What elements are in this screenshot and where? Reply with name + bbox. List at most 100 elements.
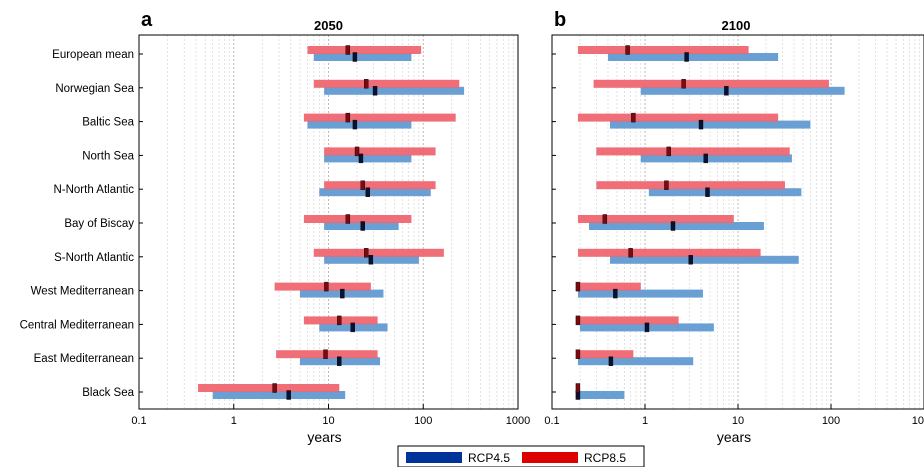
category-row: [198, 383, 346, 400]
category-row: [319, 180, 436, 197]
x-axis-title: years: [307, 429, 341, 445]
bar-rcp45: [324, 86, 465, 95]
legend: RCP4.5 RCP8.5: [397, 445, 645, 467]
category-label: North Sea: [82, 150, 134, 162]
bar-rcp85: [303, 215, 412, 223]
legend-swatch-rcp85: [522, 452, 578, 463]
bar-rcp45: [609, 255, 799, 264]
bar-rcp85: [577, 46, 749, 54]
legend-swatch-rcp45: [406, 452, 462, 463]
category-row: [577, 45, 779, 62]
median-rcp45: [372, 86, 378, 96]
median-rcp85: [364, 79, 369, 89]
median-rcp85: [575, 349, 581, 359]
median-rcp45: [360, 221, 365, 231]
bar-rcp45: [648, 188, 802, 197]
x-tick-label: 10: [732, 415, 744, 427]
bar-rcp45: [607, 53, 779, 61]
category-row: [577, 112, 811, 130]
median-rcp45: [352, 119, 358, 130]
panel-a: 0.1 1 10 100 1000 European mean Norwegian Sea B…: [20, 9, 531, 445]
median-rcp45: [724, 86, 729, 96]
category-row: [575, 315, 714, 333]
bar-rcp85: [577, 282, 641, 291]
median-rcp45: [286, 390, 291, 400]
category-row: [274, 281, 384, 299]
category-row: [577, 214, 764, 231]
x-tick-label: 1000: [506, 415, 530, 427]
bar-rcp45: [577, 289, 703, 298]
bar-rcp85: [313, 248, 444, 257]
category-row: [276, 349, 381, 366]
x-tick-label: 1: [231, 415, 237, 427]
category-row: [303, 112, 456, 130]
category-label: N-North Atlantic: [53, 184, 134, 196]
bar-rcp85: [577, 316, 679, 325]
median-rcp45: [337, 356, 342, 366]
median-rcp45: [703, 153, 708, 164]
x-tick-label: 1: [642, 415, 648, 427]
median-rcp85: [631, 112, 636, 123]
bar-rcp45: [212, 391, 346, 399]
bar-rcp85: [577, 113, 779, 122]
panel-title: 2050: [314, 18, 343, 33]
median-rcp85: [364, 248, 369, 258]
category-row: [596, 180, 802, 197]
bar-rcp85: [596, 181, 785, 190]
median-rcp85: [354, 146, 360, 157]
bar-rcp85: [577, 350, 634, 359]
bar-rcp45: [307, 120, 412, 129]
median-rcp45: [644, 322, 650, 333]
bar-rcp45: [319, 188, 431, 197]
x-tick-label: 100: [822, 415, 840, 427]
category-label: West Mediterranean: [31, 286, 134, 298]
median-rcp85: [272, 383, 277, 393]
median-rcp45: [352, 52, 358, 62]
legend-label-rcp45: RCP4.5: [468, 451, 510, 465]
median-rcp45: [613, 288, 618, 299]
median-rcp45: [705, 187, 710, 197]
median-rcp45: [358, 153, 364, 164]
median-rcp45: [688, 255, 693, 265]
category-row: [313, 248, 444, 265]
panel-b: 0.1 1 10 100 1000 b 2100 years: [544, 9, 924, 445]
bar-rcp45: [313, 53, 412, 61]
x-tick-label: 10: [322, 415, 334, 427]
category-row: [575, 383, 625, 400]
bar-rcp45: [589, 222, 764, 230]
median-rcp85: [345, 112, 351, 123]
x-tick-label: 0.1: [131, 415, 146, 427]
x-tick-label: 0.1: [544, 415, 559, 427]
bar-rcp85: [596, 147, 790, 156]
bar-rcp85: [274, 282, 371, 291]
median-rcp45: [698, 119, 704, 130]
median-rcp85: [337, 315, 342, 326]
median-rcp85: [575, 281, 581, 292]
panels: 0.1 1 10 100 1000 European mean Norwegian Sea B…: [20, 9, 924, 445]
x-axis-title: years: [717, 429, 751, 445]
median-rcp45: [608, 356, 614, 366]
category-label: Bay of Biscay: [64, 218, 134, 230]
category-row: [303, 214, 412, 231]
median-rcp85: [681, 79, 686, 89]
category-label: S-North Atlantic: [54, 252, 134, 264]
median-rcp85: [625, 45, 630, 55]
median-rcp45: [684, 52, 689, 62]
median-rcp85: [345, 214, 351, 224]
bar-rcp85: [313, 79, 460, 88]
category-label: Baltic Sea: [82, 117, 134, 129]
bar-rcp45: [577, 357, 694, 366]
bar-rcp85: [324, 181, 436, 190]
median-rcp85: [575, 383, 581, 393]
category-label: Black Sea: [82, 387, 134, 399]
category-label: Central Mediterranean: [20, 319, 134, 331]
bar-rcp45: [575, 391, 625, 399]
median-rcp45: [670, 221, 676, 231]
bar-rcp45: [640, 154, 792, 163]
category-row: [313, 79, 465, 96]
median-rcp85: [345, 45, 351, 55]
bar-rcp85: [198, 384, 340, 392]
median-rcp45: [365, 187, 371, 197]
median-rcp85: [575, 315, 581, 326]
